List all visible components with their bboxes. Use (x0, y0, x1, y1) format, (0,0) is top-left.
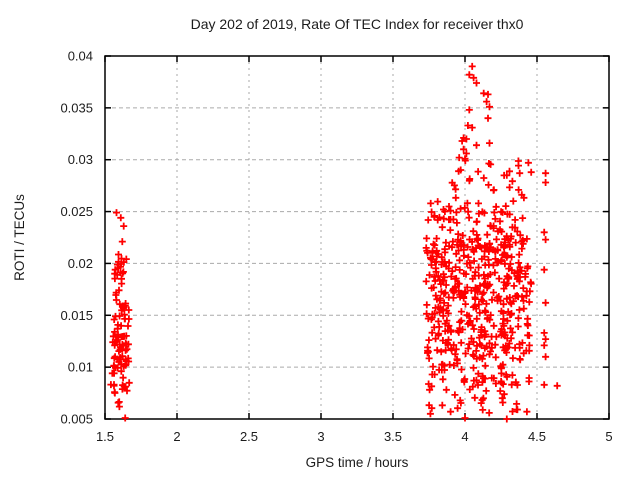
tick-marks (104, 55, 610, 420)
y-axis-label: ROTI / TECUs (12, 194, 27, 281)
svg-text:0.04: 0.04 (68, 49, 93, 64)
y-tick-labels: 0.005 0.01 0.015 0.02 0.025 0.03 0.035 0.04 (60, 49, 93, 427)
svg-text:0.02: 0.02 (68, 256, 93, 271)
svg-text:4: 4 (461, 429, 468, 444)
x-tick-labels: 1.5 2 2.5 3 3.5 4 4.5 5 (96, 429, 613, 444)
svg-text:2.5: 2.5 (240, 429, 258, 444)
svg-text:2: 2 (173, 429, 180, 444)
svg-text:5: 5 (605, 429, 612, 444)
plot-border (104, 55, 610, 420)
svg-text:0.005: 0.005 (60, 412, 93, 427)
chart-title: Day 202 of 2019, Rate Of TEC Index for r… (191, 16, 524, 32)
svg-text:1.5: 1.5 (96, 429, 114, 444)
svg-text:0.03: 0.03 (68, 152, 93, 167)
svg-text:4.5: 4.5 (528, 429, 546, 444)
svg-text:3: 3 (317, 429, 324, 444)
svg-text:0.01: 0.01 (68, 360, 93, 375)
x-axis-label: GPS time / hours (306, 455, 409, 470)
svg-text:3.5: 3.5 (384, 429, 402, 444)
gridlines (105, 56, 609, 419)
data-point-markers (107, 62, 561, 423)
data-points (107, 62, 561, 423)
svg-text:0.035: 0.035 (60, 100, 93, 115)
svg-text:0.015: 0.015 (60, 308, 93, 323)
svg-text:0.025: 0.025 (60, 204, 93, 219)
